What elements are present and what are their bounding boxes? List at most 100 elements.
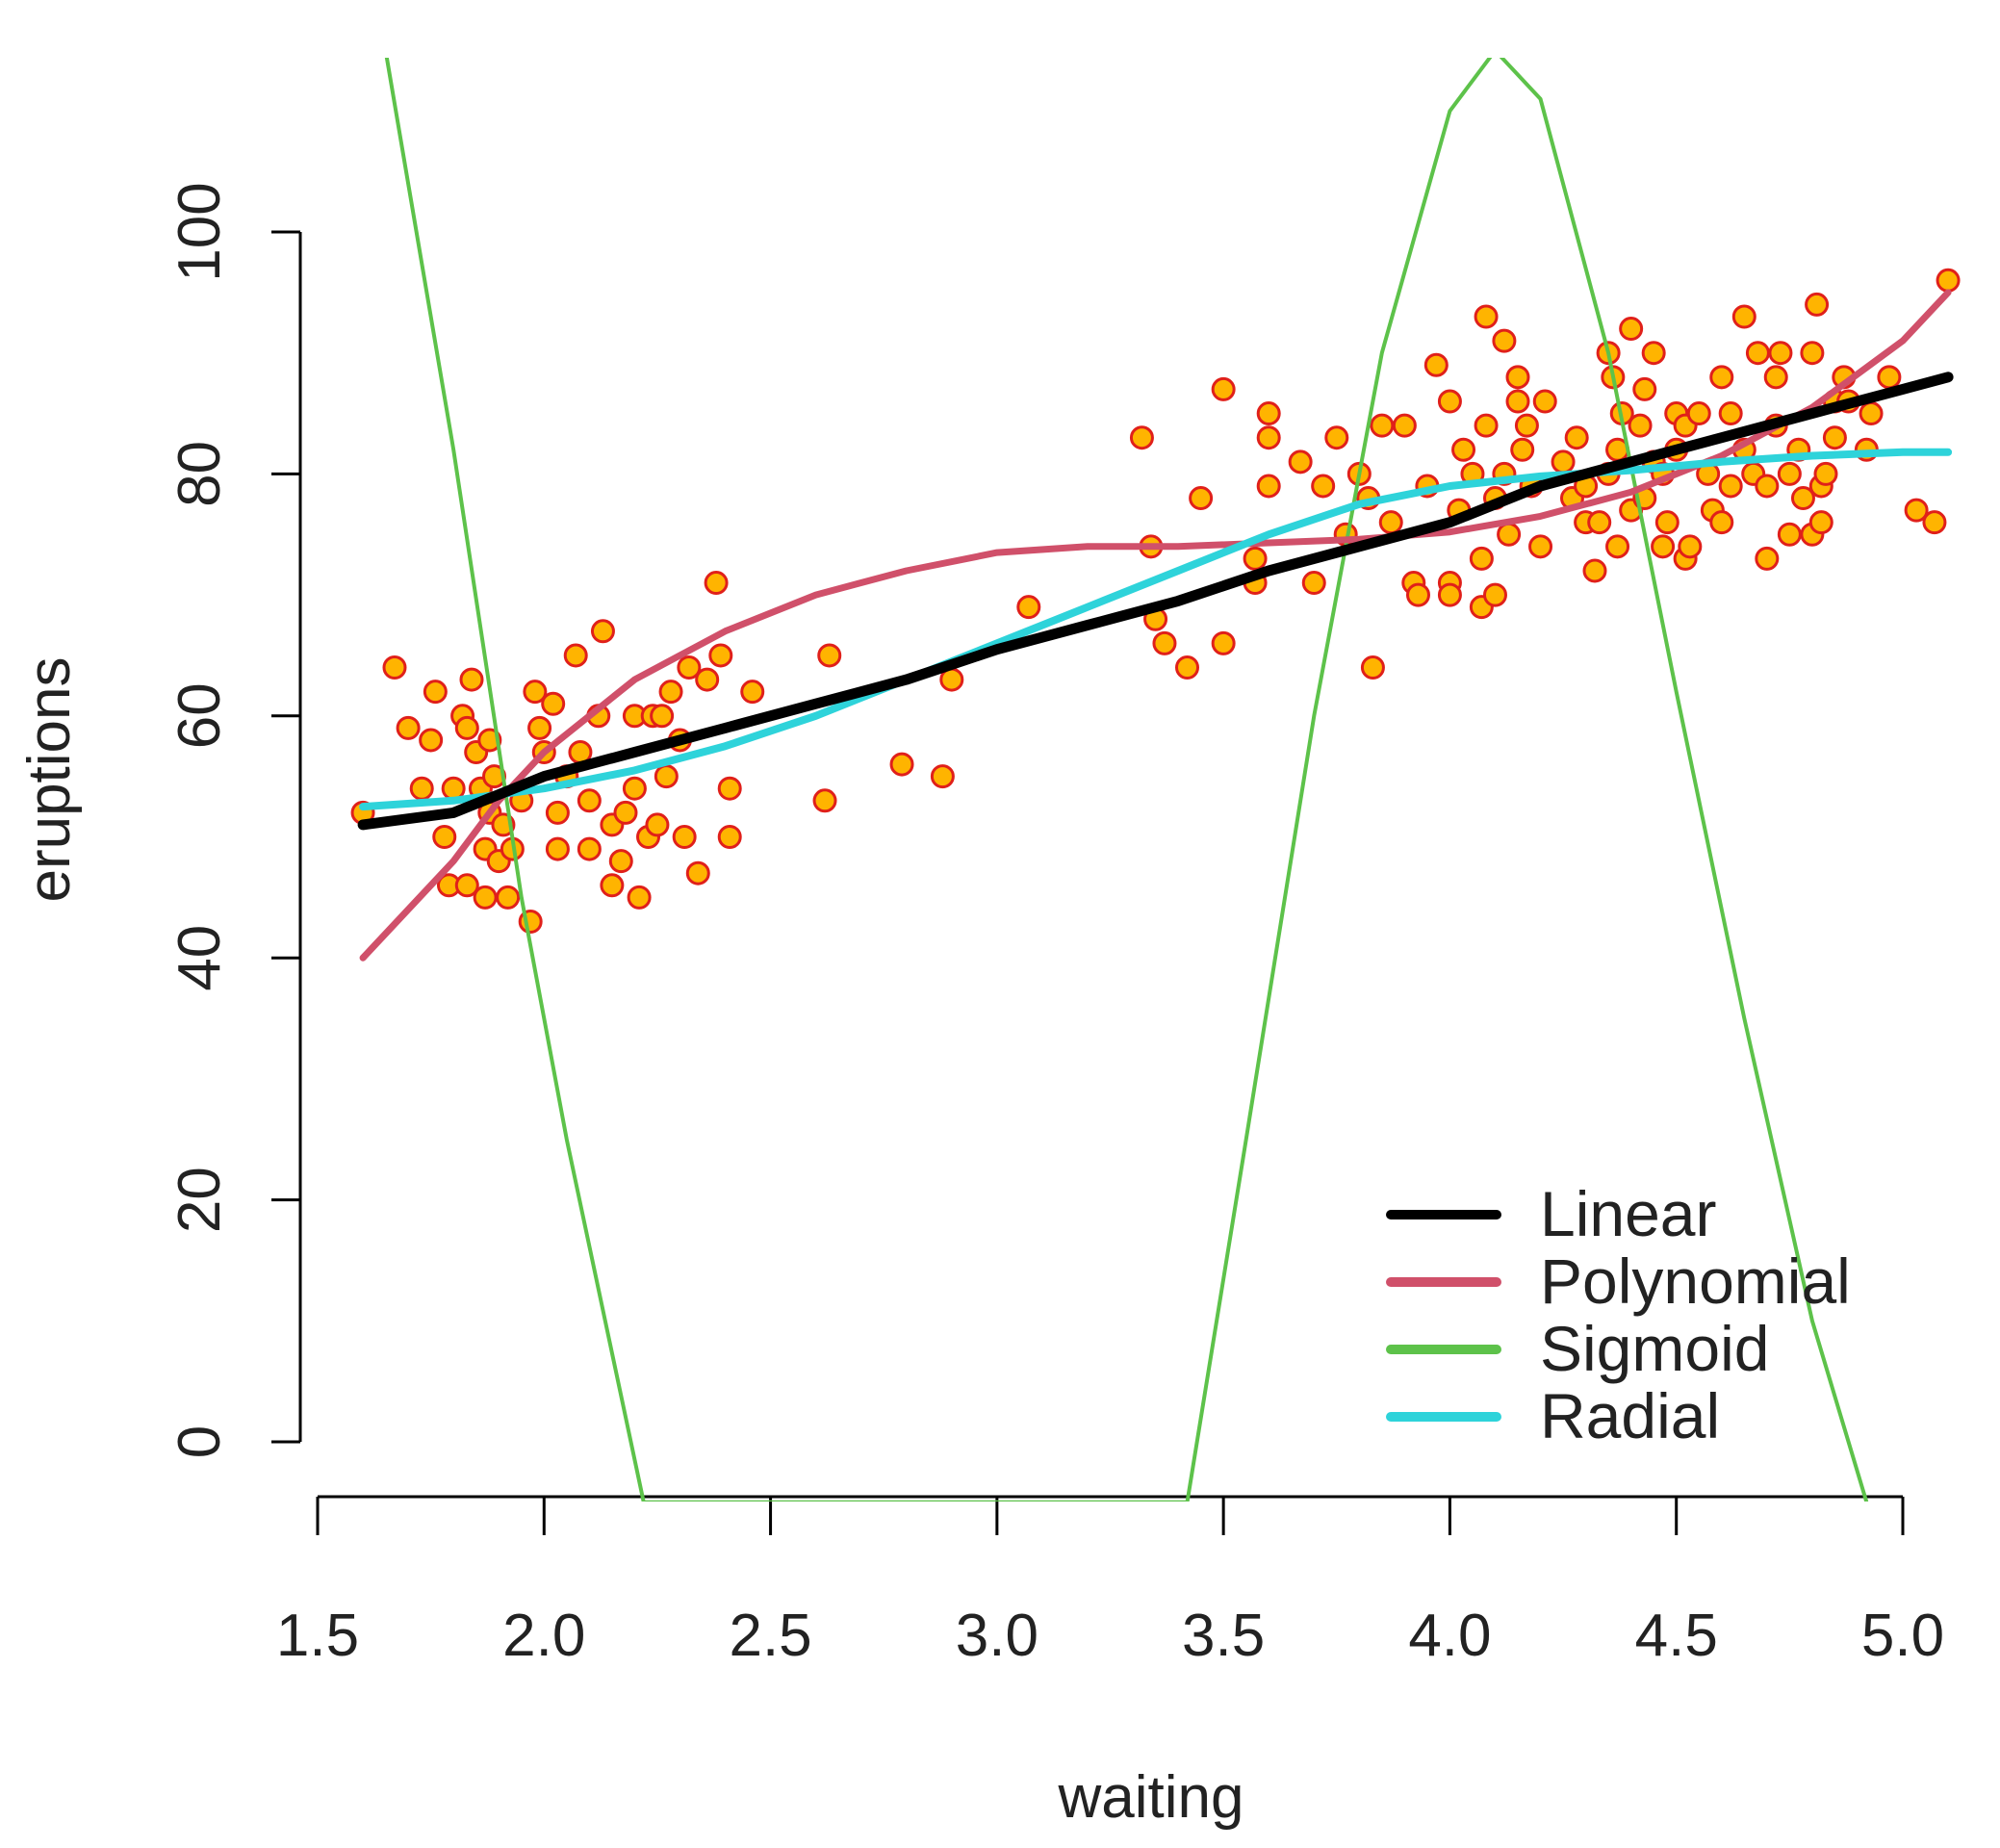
x-tick-label: 4.0 xyxy=(1408,1603,1491,1669)
scatter-point xyxy=(1482,582,1507,607)
scatter-point xyxy=(1256,474,1281,499)
scatter-point xyxy=(695,667,720,692)
scatter-point xyxy=(1469,546,1494,571)
y-tick-label: 0 xyxy=(167,1425,233,1458)
legend-label-radial: Radial xyxy=(1540,1380,1720,1451)
scatter-point xyxy=(1763,365,1788,390)
series-line-radial xyxy=(359,448,1953,811)
scatter-point xyxy=(1423,352,1449,377)
x-tick-label: 1.5 xyxy=(276,1603,359,1669)
scatter-point xyxy=(1505,389,1530,414)
scatter-point xyxy=(1755,546,1780,571)
scatter-point xyxy=(1532,389,1557,414)
scatter-point xyxy=(577,788,602,813)
scatter-point xyxy=(1474,413,1499,438)
scatter-point xyxy=(1451,437,1476,462)
scatter-point xyxy=(1016,595,1041,620)
scatter-point xyxy=(527,715,552,740)
scatter-point xyxy=(889,752,914,777)
scatter-point xyxy=(627,885,652,910)
scatter-point xyxy=(817,643,842,668)
scatter-point xyxy=(1718,401,1743,426)
scatter-point xyxy=(1211,376,1236,401)
series-line-sigmoid xyxy=(384,58,1869,1502)
scatter-point xyxy=(1189,486,1214,511)
legend-label-polynomial: Polynomial xyxy=(1540,1245,1851,1317)
scatter-point xyxy=(740,680,765,705)
scatter-point xyxy=(1790,486,1815,511)
scatter-point xyxy=(1174,655,1199,680)
scatter-point xyxy=(1256,401,1281,426)
x-tick-label: 2.5 xyxy=(729,1603,811,1669)
scatter-point xyxy=(1822,425,1847,450)
x-axis-title: waiting xyxy=(1058,1764,1244,1831)
x-tick-label: 3.0 xyxy=(956,1603,1038,1669)
scatter-point xyxy=(396,715,421,740)
scatter-point xyxy=(1360,655,1385,680)
scatter-point xyxy=(930,764,955,789)
scatter-point xyxy=(1437,389,1462,414)
scatter-point xyxy=(1505,365,1530,390)
series-line-linear xyxy=(357,372,1954,831)
y-tick-label: 20 xyxy=(167,1167,233,1233)
scatter-point xyxy=(454,873,479,898)
scatter-point xyxy=(1686,401,1711,426)
y-axis: 0 20 40 60 80 100 xyxy=(167,182,302,1458)
y-axis-title: eruptions xyxy=(16,656,83,902)
scatter-point xyxy=(1709,510,1734,535)
scatter-point xyxy=(1709,365,1734,390)
scatter-point xyxy=(1370,413,1395,438)
scatter-point xyxy=(590,619,615,644)
scatter-point xyxy=(1922,510,1947,535)
scatter-point xyxy=(677,655,702,680)
scatter-point xyxy=(1324,425,1349,450)
scatter-point xyxy=(1768,341,1793,366)
scatter-point xyxy=(382,655,407,680)
scatter-point xyxy=(708,643,733,668)
scatter-point xyxy=(577,836,602,861)
y-tick-label: 60 xyxy=(167,682,233,749)
scatter-point xyxy=(1474,304,1499,329)
scatter-point xyxy=(1731,304,1756,329)
scatter-point xyxy=(1777,522,1802,547)
scatter-point xyxy=(645,812,670,837)
scatter-point xyxy=(1904,498,1929,523)
scatter-point xyxy=(1256,425,1281,450)
scatter-point xyxy=(473,885,498,910)
scatter-point xyxy=(1211,630,1236,655)
scatter-point xyxy=(608,849,633,874)
legend-label-linear: Linear xyxy=(1540,1178,1716,1249)
scatter-point xyxy=(545,836,570,861)
scatter-point xyxy=(650,704,675,729)
scatter-point xyxy=(409,776,434,801)
scatter-point xyxy=(1492,328,1517,353)
scatter-point xyxy=(1582,558,1607,583)
scatter-point xyxy=(1654,510,1679,535)
scatter-point xyxy=(613,800,638,825)
scatter-point xyxy=(672,825,697,849)
scatter-point xyxy=(1551,449,1576,475)
scatter-point xyxy=(1745,341,1770,366)
x-axis: 1.5 2.0 2.5 3.0 3.5 4.0 4.5 5.0 xyxy=(276,1495,1944,1669)
y-tick-label: 80 xyxy=(167,441,233,507)
scatter-point xyxy=(1392,413,1417,438)
scatter-point xyxy=(1777,461,1802,486)
x-tick-label: 4.5 xyxy=(1635,1603,1718,1669)
scatter-point xyxy=(1936,268,1961,293)
scatter-point xyxy=(1800,341,1825,366)
scatter-point xyxy=(1288,449,1313,475)
scatter-point xyxy=(1437,582,1462,607)
scatter-point xyxy=(1651,534,1676,559)
scatter-point xyxy=(1805,292,1830,317)
scatter-point xyxy=(1755,474,1780,499)
scatter-point xyxy=(563,643,588,668)
scatter-point xyxy=(1678,534,1703,559)
scatter-point xyxy=(1405,582,1430,607)
scatter-point xyxy=(1859,401,1884,426)
scatter-point xyxy=(1514,413,1539,438)
scatter-point xyxy=(1718,474,1743,499)
scatter-point xyxy=(812,788,837,813)
x-tick-label: 3.5 xyxy=(1182,1603,1265,1669)
scatter-point xyxy=(1587,510,1612,535)
